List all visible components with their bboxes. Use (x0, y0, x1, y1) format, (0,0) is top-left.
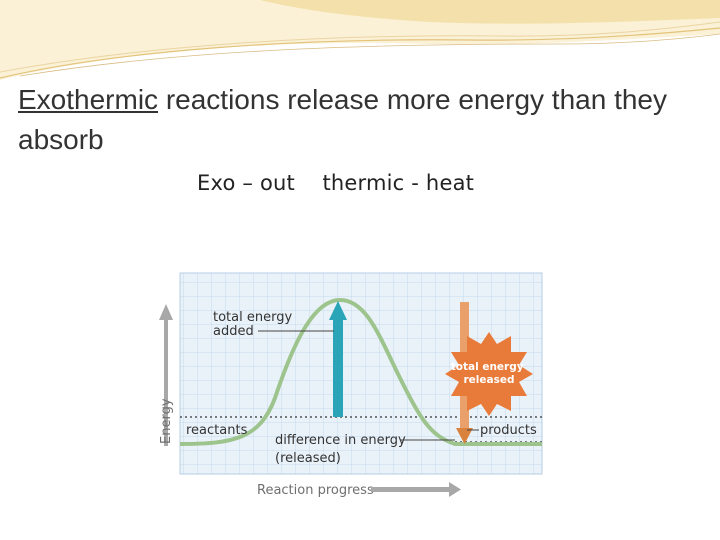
progress-axis-label: Reaction progress (257, 483, 374, 498)
energy-axis-label: Energy (159, 398, 174, 444)
products-label: products (480, 423, 537, 438)
energy-diagram: Energy Reaction progress total energy ad… (159, 272, 543, 498)
total-energy-added-label: total energy added (213, 310, 296, 339)
slide-subtitle: Exo – out thermic - heat (197, 171, 475, 195)
progress-axis-arrow (371, 482, 461, 497)
slide-title: Exothermic reactions release more energy… (18, 80, 698, 160)
starburst-shape (445, 332, 533, 416)
energy-axis-arrow (159, 304, 173, 446)
energy-curve (179, 297, 542, 446)
difference-in-energy-label: difference in energy (released) (275, 433, 410, 466)
decorative-banner (0, 0, 720, 80)
title-keyword: Exothermic (18, 84, 159, 115)
energy-added-arrow (329, 301, 347, 417)
reactants-label: reactants (186, 423, 248, 438)
title-text: reactions release more energy than they … (18, 84, 667, 155)
total-energy-released-label: total energy released (451, 361, 528, 386)
